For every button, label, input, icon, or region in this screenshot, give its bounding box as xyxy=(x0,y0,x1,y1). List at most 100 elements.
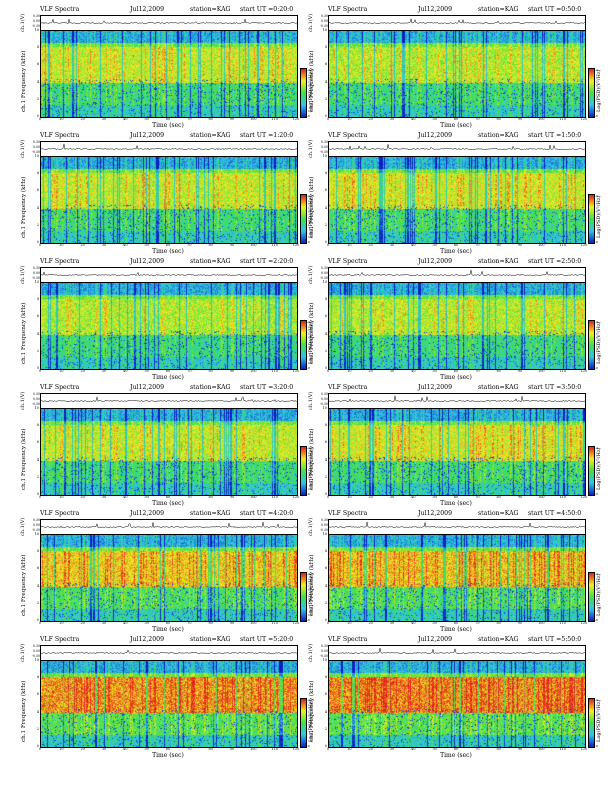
spectrogram-yticks: 10 8 6 4 2 0 xyxy=(31,658,39,748)
colorbar-tick: -8 xyxy=(307,618,310,622)
spectrogram-ytick: 8 xyxy=(36,45,39,50)
spectrogram-ytick: 6 xyxy=(36,62,39,67)
time-axis-ticks: 0 10 20 30 40 50 60 70 80 90 100 110 120 xyxy=(38,117,299,123)
spectrogram-ytick: 6 xyxy=(36,692,39,697)
spectrogram-ytick: 2 xyxy=(36,474,39,479)
spectrogram-canvas xyxy=(329,409,585,495)
spectrogram-ytick: 0 xyxy=(324,366,327,370)
time-axis-tick: 0 xyxy=(38,117,42,121)
spectrogram-yticks: 10 8 6 4 2 0 xyxy=(319,154,327,244)
colorbar-tick: -4 xyxy=(307,446,310,450)
time-axis-ticks: 0 10 20 30 40 50 60 70 80 90 100 110 120 xyxy=(327,243,587,249)
time-axis-tick: 20 xyxy=(368,243,373,247)
panel-start-time: start UT =3:50:0 xyxy=(528,384,582,391)
timeseries-ticks: 0.30 0.00 -0.30 xyxy=(30,14,40,30)
panel-station: station=KAG xyxy=(190,132,231,139)
time-axis-tick: 80 xyxy=(496,621,501,625)
spectrogram-ytick: 0 xyxy=(324,618,327,622)
spectrogram-ytick: 2 xyxy=(36,222,39,227)
time-axis-tick: 60 xyxy=(165,369,171,373)
time-axis-tick: 70 xyxy=(187,495,192,499)
spectrogram-ytick: 10 xyxy=(34,406,39,410)
colorbar-tick: -8 xyxy=(307,366,310,370)
time-axis-tick: 90 xyxy=(517,369,523,373)
colorbar xyxy=(300,698,307,748)
panel-title: VLF Spectra xyxy=(328,510,368,517)
panel-station: station=KAG xyxy=(478,132,519,139)
spectrogram-ytick: 2 xyxy=(36,348,39,353)
time-axis-tick: 20 xyxy=(80,621,85,625)
timeseries-tick: 0.00 xyxy=(32,145,40,149)
spectrogram-ytick: 2 xyxy=(324,348,327,353)
timeseries-tick: -0.30 xyxy=(31,276,40,280)
time-axis-tick: 110 xyxy=(559,747,566,751)
time-axis-tick: 110 xyxy=(559,621,566,625)
spectrogram-canvas xyxy=(329,535,585,621)
time-axis-tick: 60 xyxy=(165,747,171,751)
panel-station: station=KAG xyxy=(478,6,519,13)
panel-date: Jul12,2009 xyxy=(418,510,453,517)
time-axis-tick: 100 xyxy=(250,495,257,499)
timeseries-ylabel: ch.1(V) xyxy=(308,643,314,662)
time-axis-tick: 90 xyxy=(229,747,235,751)
time-axis-tick: 20 xyxy=(368,747,373,751)
spectrogram-ytick: 10 xyxy=(34,280,39,284)
time-axis-tick: 60 xyxy=(453,621,459,625)
time-axis-tick: 120 xyxy=(580,495,588,499)
spectrogram-ytick: 6 xyxy=(36,314,39,319)
time-axis-tick: 120 xyxy=(292,243,300,247)
time-axis-tick: 0 xyxy=(326,747,330,751)
colorbar-tick: -8 xyxy=(595,618,598,622)
time-axis-ticks: 0 10 20 30 40 50 60 70 80 90 100 110 120 xyxy=(39,243,300,249)
spectrogram-ytick: 6 xyxy=(324,566,327,571)
spectrogram-yticks: 10 8 6 4 2 0 xyxy=(319,532,327,622)
colorbar xyxy=(588,698,595,748)
colorbar-tick: -8 xyxy=(595,744,598,748)
timeseries-tick: 0.00 xyxy=(32,397,40,401)
spectrogram-ylabel: ch.1 Frequency (kHz) xyxy=(21,50,27,112)
time-axis-tick: 110 xyxy=(271,117,278,121)
spectrogram-ytick: 4 xyxy=(36,331,39,336)
spectrogram-ytick: 4 xyxy=(36,457,39,462)
time-axis-ticks: 0 10 20 30 40 50 60 70 80 90 100 110 120 xyxy=(39,369,299,375)
spectrogram-ytick: 10 xyxy=(34,532,39,536)
spectrogram-ytick: 4 xyxy=(36,709,39,714)
timeseries-trace xyxy=(41,396,297,403)
spectrogram-image xyxy=(328,408,586,496)
time-axis-tick: 80 xyxy=(208,747,213,751)
spectrogram-yticks: 10 8 6 4 2 0 xyxy=(319,280,327,370)
timeseries-tick: 0.30 xyxy=(320,392,328,396)
timeseries-ylabel: ch.1(V) xyxy=(308,265,314,284)
timeseries-trace xyxy=(329,521,585,529)
colorbar-tick: -4 xyxy=(595,68,598,72)
panel-station: station=KAG xyxy=(478,636,519,643)
time-axis-label: Time (sec) xyxy=(152,248,184,255)
colorbar-tick: -4 xyxy=(595,698,598,702)
timeseries-plot xyxy=(40,393,298,409)
time-axis-tick: 50 xyxy=(432,621,437,625)
panel-header: VLF Spectra Jul12,2009 station=KAG start UT… xyxy=(328,6,606,16)
timeseries-ylabel: ch.1(V) xyxy=(20,643,26,662)
time-axis-tick: 80 xyxy=(496,495,501,499)
colorbar-tick: -4 xyxy=(307,320,310,324)
time-axis-tick: 90 xyxy=(229,243,235,247)
spectrogram-ylabel: ch.1 Frequency (kHz) xyxy=(309,680,315,742)
timeseries-trace xyxy=(329,18,585,25)
colorbar-tick: -4 xyxy=(595,446,598,450)
time-axis-tick: 100 xyxy=(538,243,545,247)
spectrogram-ylabel: ch.1 Frequency (kHz) xyxy=(21,680,27,742)
time-axis-tick: 30 xyxy=(101,747,107,751)
time-axis-tick: 20 xyxy=(80,369,85,373)
time-axis-tick: 90 xyxy=(517,117,523,121)
time-axis-tick: 30 xyxy=(389,495,395,499)
spectrogram-canvas xyxy=(329,157,585,243)
time-axis-tick: 20 xyxy=(368,369,373,373)
timeseries-tick: -0.30 xyxy=(319,654,328,658)
timeseries-plot xyxy=(328,645,586,661)
spectrogram-yticks: 10 8 6 4 2 0 xyxy=(319,28,327,118)
spectrogram-ytick: 8 xyxy=(324,549,327,554)
timeseries-ylabel: ch.1(V) xyxy=(308,391,314,410)
spectrogram-panel: VLF Spectra Jul12,2009 station=KAG start UT… xyxy=(306,256,606,384)
timeseries-tick: 0.00 xyxy=(320,271,328,275)
timeseries-tick: 0.00 xyxy=(320,397,328,401)
